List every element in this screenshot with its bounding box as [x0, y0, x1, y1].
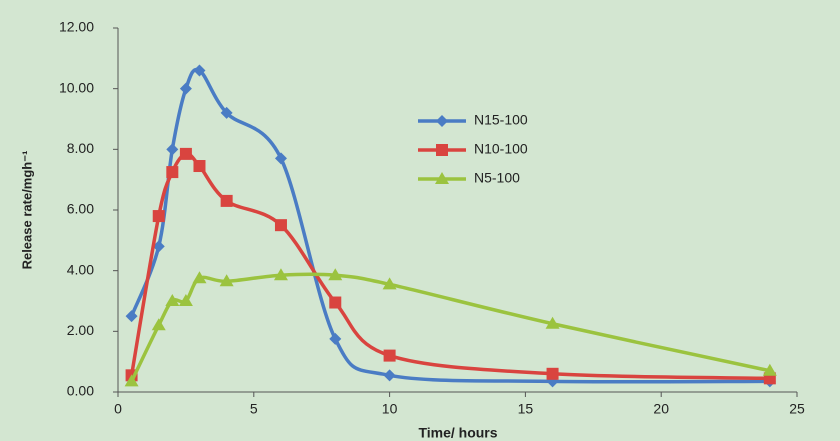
x-tick-label: 10 — [382, 401, 398, 417]
y-axis-label: Release rate/mgh⁻¹ — [19, 151, 34, 270]
marker — [125, 310, 138, 323]
marker — [178, 294, 193, 306]
marker — [436, 144, 448, 156]
marker — [166, 166, 179, 179]
x-tick-label: 20 — [653, 401, 669, 417]
marker — [220, 106, 233, 119]
series-line — [129, 152, 770, 381]
y-tick-label: 2.00 — [67, 322, 94, 338]
x-tick-label: 25 — [789, 401, 805, 417]
marker — [383, 349, 396, 362]
marker — [436, 115, 448, 127]
legend-label: N10-100 — [474, 141, 528, 157]
marker — [762, 363, 777, 376]
marker — [193, 64, 206, 77]
y-tick-label: 6.00 — [67, 201, 94, 217]
x-tick-label: 0 — [114, 401, 122, 417]
y-tick-label: 10.00 — [59, 79, 94, 95]
marker — [274, 152, 287, 165]
marker — [166, 143, 179, 156]
marker — [193, 160, 206, 173]
marker — [219, 274, 234, 287]
marker — [329, 332, 342, 345]
y-tick-label: 0.00 — [67, 383, 94, 399]
marker — [152, 210, 165, 223]
marker — [382, 277, 397, 290]
marker — [192, 271, 207, 284]
marker — [151, 318, 166, 331]
x-tick-label: 15 — [518, 401, 534, 417]
y-tick-label: 4.00 — [67, 261, 94, 277]
x-axis-label: Time/ hours — [418, 425, 497, 441]
marker — [546, 367, 559, 380]
marker — [165, 294, 180, 306]
marker — [273, 268, 288, 281]
marker — [329, 296, 342, 309]
legend-label: N5-100 — [474, 170, 520, 186]
marker — [545, 316, 560, 329]
marker — [124, 374, 139, 387]
marker — [435, 172, 449, 184]
marker — [383, 369, 396, 382]
marker — [220, 194, 233, 207]
marker — [179, 147, 192, 160]
marker — [274, 219, 287, 232]
legend-label: N15-100 — [474, 112, 528, 128]
y-tick-label: 12.00 — [59, 19, 94, 35]
series-line — [129, 67, 770, 384]
marker — [179, 82, 192, 95]
x-tick-label: 5 — [250, 401, 258, 417]
y-tick-label: 8.00 — [67, 140, 94, 156]
marker — [152, 240, 165, 253]
marker — [328, 268, 343, 281]
